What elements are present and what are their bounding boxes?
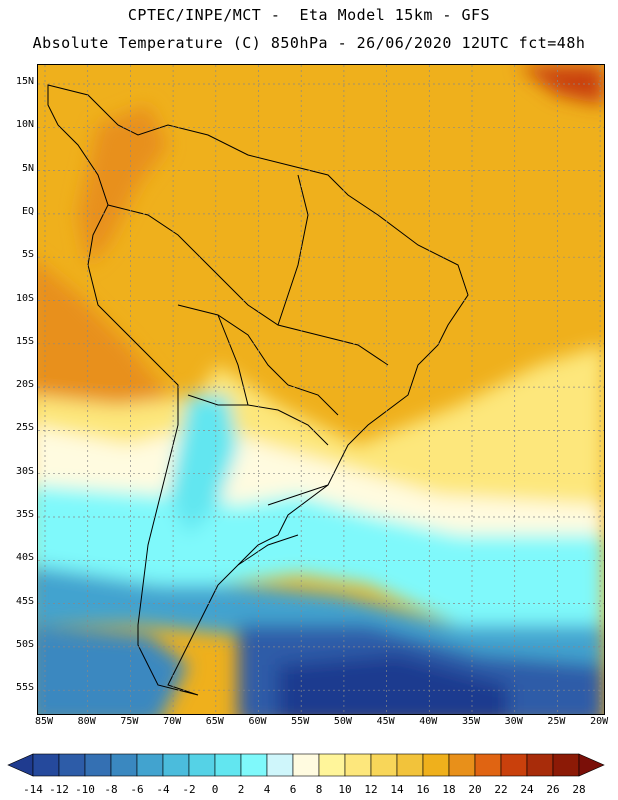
legend-swatch xyxy=(214,753,242,777)
legend-swatch xyxy=(110,753,138,777)
latitude-label: 30S xyxy=(15,465,34,477)
color-legend xyxy=(7,753,605,777)
legend-tick-label: 6 xyxy=(289,783,297,796)
legend-swatch xyxy=(474,753,502,777)
legend-swatch xyxy=(240,753,268,777)
legend-swatch xyxy=(162,753,190,777)
legend-tick-label: 2 xyxy=(237,783,245,796)
latitude-label: 55S xyxy=(15,682,34,694)
legend-swatch xyxy=(58,753,86,777)
legend-tick-label: 14 xyxy=(390,783,404,796)
legend-tick-label: -8 xyxy=(104,783,118,796)
map-title-line1: CPTEC/INPE/MCT - Eta Model 15km - GFS xyxy=(127,6,491,24)
longitude-label: 25W xyxy=(547,716,566,727)
legend-tick-label: -6 xyxy=(130,783,144,796)
legend-swatch xyxy=(396,753,424,777)
legend-tick-label: -10 xyxy=(75,783,95,796)
legend-swatch xyxy=(32,753,60,777)
legend-swatch xyxy=(266,753,294,777)
map-title-line2: Absolute Temperature (C) 850hPa - 26/06/… xyxy=(32,34,586,52)
legend-swatch xyxy=(422,753,450,777)
legend-swatch xyxy=(188,753,216,777)
latitude-label: 35S xyxy=(15,509,34,520)
latitude-label: 40S xyxy=(15,552,34,564)
legend-swatch xyxy=(318,753,346,777)
latitude-label: 10N xyxy=(15,119,34,131)
legend-swatch xyxy=(526,753,554,777)
legend-tick-label: 4 xyxy=(263,783,271,796)
legend-tick-label: -4 xyxy=(156,783,170,796)
legend-tick-label: 22 xyxy=(494,783,508,796)
legend-tick-label: 20 xyxy=(468,783,482,796)
legend-swatch xyxy=(136,753,164,777)
longitude-label: 45W xyxy=(376,716,395,727)
legend-tick-label: 26 xyxy=(546,783,560,796)
legend-tick-label: -14 xyxy=(23,783,43,796)
longitude-label: 35W xyxy=(461,716,481,727)
latitude-label: 25S xyxy=(15,422,34,434)
latitude-label: EQ xyxy=(21,205,34,217)
latitude-label: 15N xyxy=(15,76,34,87)
longitude-label: 80W xyxy=(77,716,96,727)
legend-tick-label: 24 xyxy=(520,783,534,796)
latitude-label: 20S xyxy=(15,379,34,391)
legend-tick-label: 28 xyxy=(572,783,586,796)
longitude-label: 60W xyxy=(248,716,267,727)
latitude-label: 15S xyxy=(15,335,34,347)
longitude-label: 75W xyxy=(120,716,139,727)
latitude-label: 10S xyxy=(15,292,34,304)
legend-swatch xyxy=(344,753,372,777)
longitude-label: 30W xyxy=(504,716,523,727)
legend-arrow-high xyxy=(578,753,605,777)
graticule xyxy=(38,65,604,714)
longitude-label: 50W xyxy=(333,716,352,727)
legend-tick-label: 16 xyxy=(416,783,430,796)
longitude-label: 70W xyxy=(163,716,182,727)
latitude-label: 50S xyxy=(15,638,34,650)
coastline-outline xyxy=(47,84,469,696)
legend-tick-label: 10 xyxy=(338,783,352,796)
longitude-label: 65W xyxy=(205,716,224,727)
legend-swatch xyxy=(292,753,320,777)
latitude-label: 5N xyxy=(21,162,34,174)
legend-tick-label: -2 xyxy=(182,783,196,796)
legend-swatch xyxy=(370,753,398,777)
legend-tick-label: -12 xyxy=(49,783,69,796)
longitude-label: 85W xyxy=(34,716,54,727)
longitude-label: 55W xyxy=(291,716,310,727)
latitude-label: 5S xyxy=(21,249,34,261)
legend-arrow-low xyxy=(7,753,34,777)
legend-swatch xyxy=(448,753,476,777)
legend-tick-label: 12 xyxy=(364,783,378,796)
legend-swatch xyxy=(84,753,112,777)
longitude-label: 20W xyxy=(590,716,609,727)
legend-tick-label: 8 xyxy=(315,783,323,796)
legend-tick-label: 18 xyxy=(442,783,456,796)
legend-swatch xyxy=(552,753,580,777)
longitude-label: 40W xyxy=(419,716,438,727)
legend-swatch xyxy=(500,753,528,777)
map-panel xyxy=(37,64,605,715)
legend-tick-label: 0 xyxy=(211,783,219,796)
latitude-label: 45S xyxy=(15,595,34,607)
temperature-map xyxy=(38,65,604,714)
